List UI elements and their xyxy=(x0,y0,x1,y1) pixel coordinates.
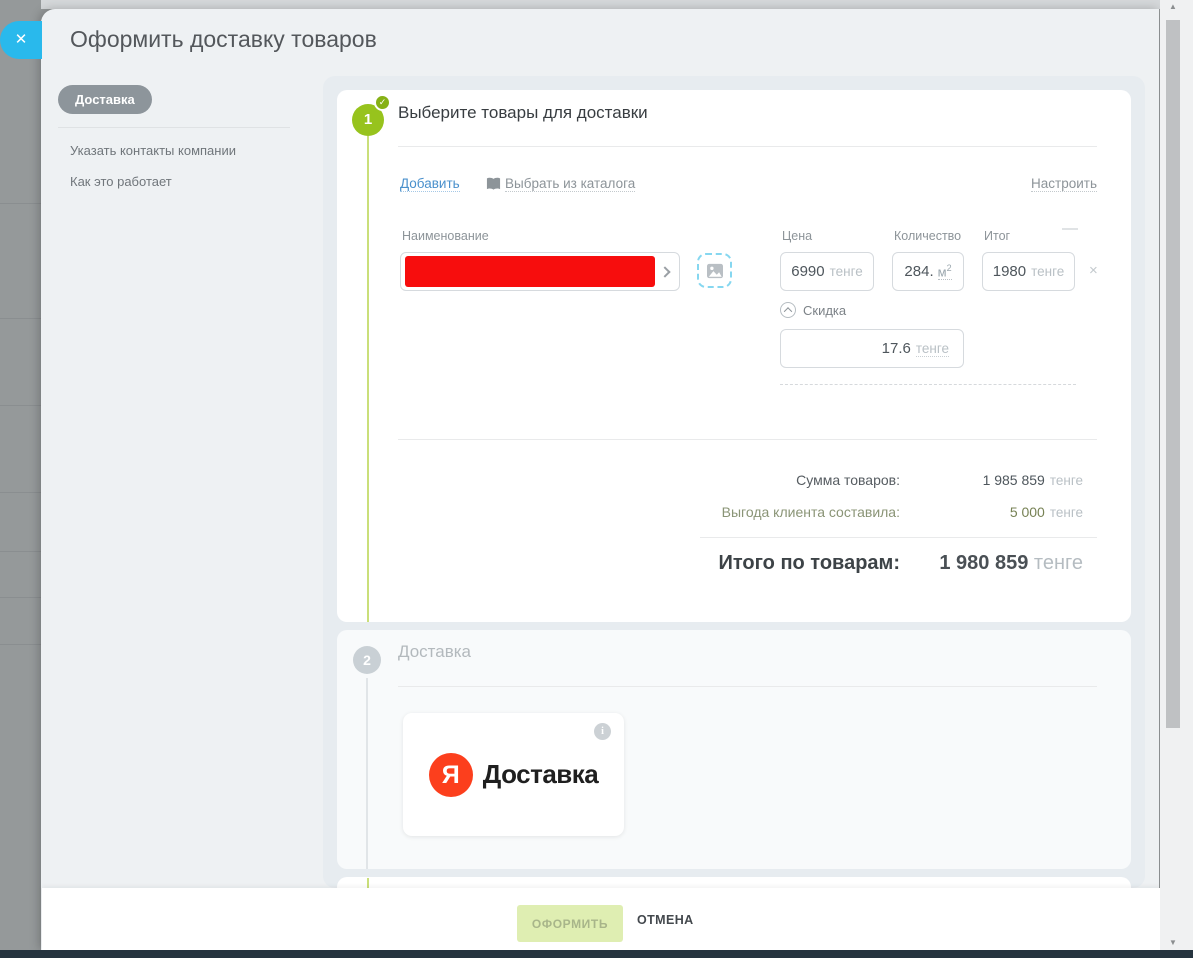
close-icon: ✕ xyxy=(14,31,28,48)
name-label: Наименование xyxy=(402,229,489,243)
chevron-up-icon xyxy=(783,307,793,316)
bottom-dark-strip xyxy=(0,950,1193,958)
yandex-delivery-logo: Я Доставка xyxy=(403,713,624,836)
price-input[interactable]: 6990 тенге xyxy=(780,252,874,291)
scroll-up-arrow-icon[interactable]: ▲ xyxy=(1169,2,1177,11)
scrollbar-thumb[interactable] xyxy=(1166,20,1180,728)
step1-connector-line xyxy=(367,136,369,622)
scrollbar[interactable]: ▲ ▼ xyxy=(1160,0,1193,950)
price-unit: тенге xyxy=(829,264,863,279)
delivery-slideover-panel: Оформить доставку товаров Доставка Указа… xyxy=(41,9,1159,950)
backdrop-row-divider xyxy=(0,597,41,598)
submit-button[interactable]: ОФОРМИТЬ xyxy=(517,905,623,942)
yandex-logo-circle: Я xyxy=(428,752,473,797)
discount-unit-selector[interactable]: тенге xyxy=(915,340,949,357)
backdrop-row-divider xyxy=(0,318,41,319)
product-image-dropzone[interactable] xyxy=(697,253,732,288)
remove-product-icon[interactable]: × xyxy=(1089,262,1098,279)
step2-title-divider xyxy=(398,686,1097,687)
dimmed-page-top xyxy=(41,0,1160,9)
products-summary-divider xyxy=(398,439,1097,440)
sidebar-badge-delivery: Доставка xyxy=(58,85,152,114)
row-total-value: 1980 xyxy=(992,263,1027,280)
redacted-product-name xyxy=(405,256,655,287)
dimmed-page-backdrop xyxy=(0,0,41,958)
price-label: Цена xyxy=(782,229,813,243)
quantity-input[interactable]: 284. м2 xyxy=(892,252,964,291)
row-total-unit: тенге xyxy=(1031,264,1065,279)
sidebar-link-how-it-works[interactable]: Как это работает xyxy=(70,174,172,189)
grand-total-divider xyxy=(700,537,1097,538)
cancel-button[interactable]: ОТМЕНА xyxy=(637,913,694,927)
client-benefit-label: Выгода клиента составила: xyxy=(721,504,900,520)
sidebar-divider xyxy=(58,127,290,128)
backdrop-row-divider xyxy=(0,405,41,406)
product-name-input[interactable] xyxy=(400,252,680,291)
sidebar-link-company-contacts[interactable]: Указать контакты компании xyxy=(70,143,236,158)
product-row-dashed-divider xyxy=(780,384,1076,385)
total-label: Итог xyxy=(984,229,1011,243)
discount-collapse-toggle[interactable] xyxy=(780,302,796,318)
quantity-unit-selector[interactable]: м2 xyxy=(937,262,952,281)
collapse-dash xyxy=(1062,228,1078,230)
step2-connector-line xyxy=(366,678,368,869)
backdrop-row-divider xyxy=(0,551,41,552)
yandex-delivery-provider-card[interactable]: i Я Доставка xyxy=(403,713,624,836)
sum-products-label: Сумма товаров: xyxy=(796,472,900,488)
grand-total-value: 1 980 859 тенге xyxy=(939,552,1083,574)
step1-check-icon: ✓ xyxy=(374,94,391,111)
add-product-link[interactable]: Добавить xyxy=(400,176,460,192)
page-title: Оформить доставку товаров xyxy=(70,26,377,52)
step2-card: 2 Доставка i Я Доставка xyxy=(337,630,1131,869)
sum-products-value: 1 985 859 тенге xyxy=(982,472,1083,488)
discount-value: 17.6 xyxy=(881,340,911,357)
configure-link[interactable]: Настроить xyxy=(1031,176,1097,192)
footer-action-bar: ОФОРМИТЬ ОТМЕНА xyxy=(42,888,1160,950)
discount-input[interactable]: 17.6 тенге xyxy=(780,329,964,368)
chevron-right-icon xyxy=(659,265,671,278)
backdrop-row-divider xyxy=(0,492,41,493)
step2-number-badge: 2 xyxy=(353,646,381,674)
discount-label: Скидка xyxy=(803,303,847,318)
quantity-label: Количество xyxy=(894,229,962,243)
image-icon xyxy=(706,263,723,278)
yandex-logo-text: Доставка xyxy=(482,759,599,789)
step1-title: Выберите товары для доставки xyxy=(398,103,648,122)
quantity-value: 284. xyxy=(904,263,934,280)
select-from-catalog-link[interactable]: Выбрать из каталога xyxy=(505,176,636,192)
backdrop-row-divider xyxy=(0,203,41,204)
catalog-book-icon xyxy=(486,177,501,196)
close-button[interactable]: ✕ xyxy=(0,21,42,59)
client-benefit-value: 5 000 тенге xyxy=(1009,504,1083,520)
backdrop-row-divider xyxy=(0,644,41,645)
price-value: 6990 xyxy=(791,263,825,280)
step1-title-divider xyxy=(398,146,1097,147)
step2-title: Доставка xyxy=(398,642,472,661)
scroll-down-arrow-icon[interactable]: ▼ xyxy=(1169,938,1177,947)
info-icon[interactable]: i xyxy=(594,723,611,740)
step1-card: 1 ✓ Выберите товары для доставки Добавит… xyxy=(337,90,1131,622)
grand-total-label: Итого по товарам: xyxy=(718,552,900,574)
row-total-input[interactable]: 1980 тенге xyxy=(982,252,1075,291)
wizard-container: 1 ✓ Выберите товары для доставки Добавит… xyxy=(323,76,1145,899)
